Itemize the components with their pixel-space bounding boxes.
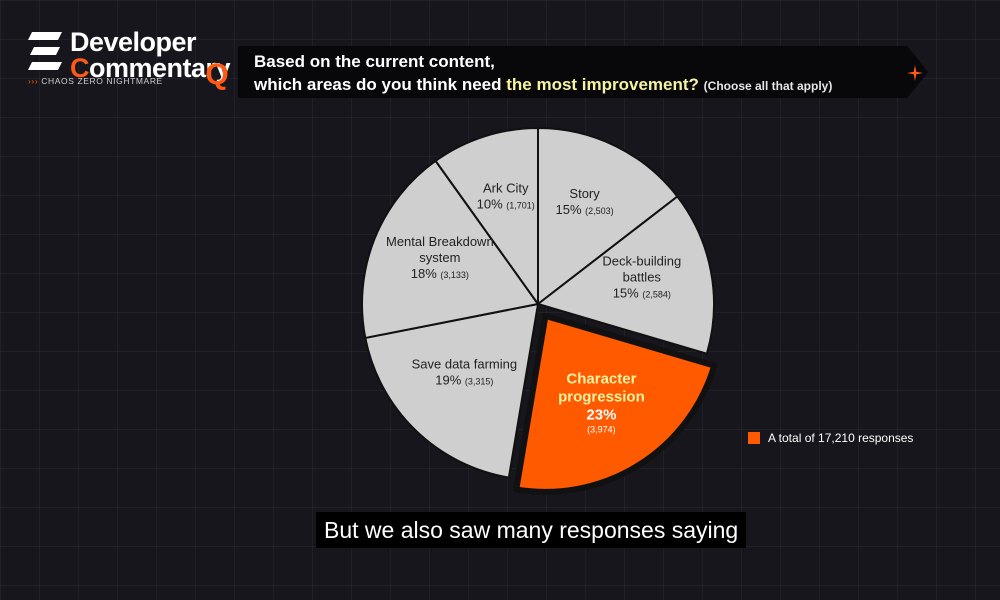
pie-slice-ark-city [434, 127, 539, 305]
logo-sub-text: CHAOS ZERO NIGHTMARE [41, 76, 163, 86]
slice-label-line: Mental Breakdown [386, 234, 494, 249]
question-highlight: the most improvement? [506, 75, 699, 94]
slice-value-line: 19% (3,315) [435, 373, 493, 388]
pie-slice-save-data-farming [364, 303, 539, 479]
slice-count: (2,584) [642, 290, 671, 300]
slice-percent: 19% [435, 373, 465, 388]
chart-legend: A total of 17,210 responses [748, 431, 913, 445]
legend-swatch [748, 432, 760, 444]
legend-total-responses: A total of 17,210 responses [768, 431, 914, 445]
logo-subtitle: ››› CHAOS ZERO NIGHTMARE [28, 76, 163, 86]
logo-q-badge: Q [205, 58, 228, 90]
pie-slice-deck-building-battles [537, 195, 715, 355]
slice-label-line: Ark City [483, 180, 529, 195]
question-line-1: Based on the current content, [254, 52, 495, 71]
question-line-2-prefix: which areas do you think need [254, 75, 502, 94]
slice-label-line: Story [569, 186, 600, 201]
slice-percent: 23% [586, 406, 616, 423]
logo-stripes-icon [28, 32, 62, 70]
slice-value-line: 18% (3,133) [411, 266, 469, 281]
sparkle-icon [907, 65, 923, 81]
slice-value-line: 15% (2,503) [556, 202, 614, 217]
slice-label-line: battles [623, 270, 662, 285]
slice-percent: 10% [477, 196, 507, 211]
slice-count: (3,974) [587, 424, 616, 434]
video-subtitle: But we also saw many responses saying [316, 512, 747, 548]
slice-percent: 18% [411, 266, 441, 281]
question-banner [238, 46, 928, 98]
slice-percent: 15% [556, 202, 586, 217]
survey-question: Based on the current content, which area… [254, 50, 832, 98]
slice-label-line: Character [566, 370, 636, 387]
logo-line-2: Commentary [70, 53, 231, 83]
pie-slices [361, 127, 718, 495]
logo-sub-arrows: ››› [28, 76, 39, 86]
question-line-2: which areas do you think need the most i… [254, 73, 832, 98]
slice-count: (2,503) [585, 206, 614, 216]
slice-percent: 15% [613, 286, 643, 301]
pie-slice-character-progression [513, 312, 718, 495]
logo-accent-letter: C [70, 53, 90, 83]
slice-value-line: 15% (2,584) [613, 286, 671, 301]
slice-value-line: 10% (1,701) [477, 196, 535, 211]
slice-label-line: system [419, 250, 460, 265]
logo-line-2-rest: ommentary [89, 53, 231, 83]
slice-label-line: Deck-building [602, 254, 681, 269]
logo-q-letter: Q [205, 58, 228, 90]
slice-count: (1,701) [506, 200, 535, 210]
pie-slice-story [537, 127, 679, 305]
logo-line-1: Developer [70, 27, 197, 57]
slice-label-line: Save data farming [412, 357, 518, 372]
slice-count: (3,133) [440, 270, 469, 280]
slice-label-line: progression [558, 388, 645, 405]
developer-commentary-logo: Developer Commentary [28, 26, 238, 90]
question-note: (Choose all that apply) [703, 79, 833, 93]
pie-slice-mental-breakdown-system [361, 159, 539, 339]
slice-count: (3,315) [465, 377, 494, 387]
